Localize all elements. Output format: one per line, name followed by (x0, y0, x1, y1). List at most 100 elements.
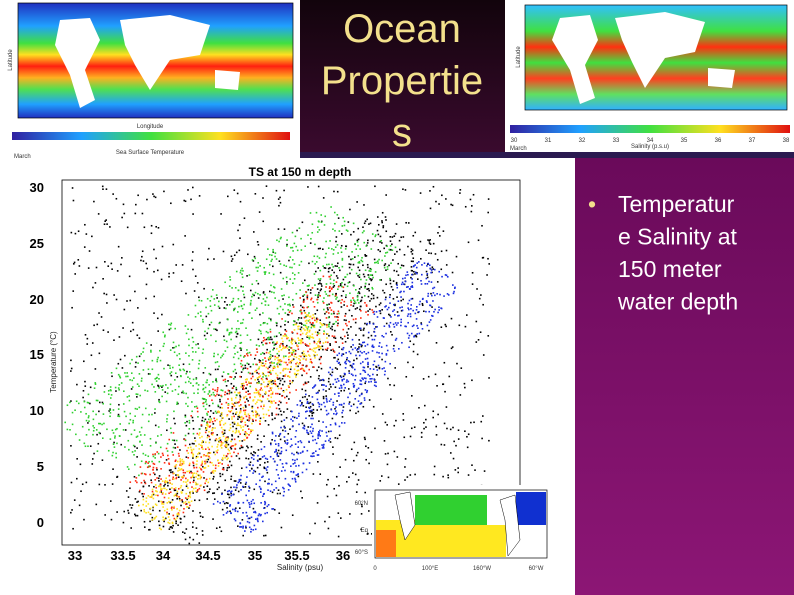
scatter-dot (284, 328, 287, 331)
scatter-dot (400, 283, 403, 286)
scatter-dot (326, 413, 328, 416)
scatter-dot (247, 381, 250, 383)
scatter-dot (265, 392, 267, 395)
scatter-dot (354, 308, 357, 310)
scatter-dot (264, 293, 266, 296)
scatter-dot (296, 473, 299, 476)
scatter-dot (234, 402, 236, 404)
scatter-dot (259, 313, 261, 316)
scatter-dot (228, 333, 230, 336)
scatter-dot (284, 396, 286, 399)
scatter-dot (327, 270, 330, 273)
scatter-dot (256, 401, 258, 404)
scatter-dot (266, 471, 269, 474)
scatter-dot (248, 351, 251, 354)
scatter-dot (350, 326, 352, 328)
scatter-dot (258, 211, 261, 213)
scatter-dot (213, 352, 216, 355)
scatter-dot (394, 232, 397, 235)
scatter-dot (213, 394, 215, 396)
scatter-dot (91, 342, 94, 344)
scatter-dot (245, 494, 247, 497)
scatter-dot (176, 490, 179, 493)
scatter-dot (157, 330, 159, 332)
scatter-dot (285, 395, 288, 398)
scatter-dot (363, 295, 366, 297)
scatter-dot (234, 431, 237, 434)
scatter-dot (229, 512, 232, 514)
scatter-dot (195, 382, 198, 385)
scatter-dot (427, 292, 430, 295)
scatter-dot (244, 431, 247, 433)
scatter-dot (284, 347, 286, 349)
scatter-dot (271, 412, 273, 415)
y-tick-label: 5 (37, 459, 44, 474)
scatter-dot (363, 366, 366, 369)
scatter-dot (303, 279, 306, 282)
scatter-dot (202, 398, 205, 400)
scatter-dot (359, 350, 362, 353)
scatter-dot (93, 426, 96, 429)
scatter-dot (279, 263, 282, 265)
scatter-dot (152, 472, 155, 474)
scatter-dot (276, 385, 279, 388)
scatter-dot (211, 420, 214, 423)
scatter-dot (223, 301, 226, 303)
scatter-dot (324, 290, 327, 293)
scatter-dot (81, 483, 84, 486)
scatter-dot (279, 432, 282, 435)
scatter-dot (219, 472, 221, 475)
scatter-dot (445, 264, 448, 266)
scatter-dot (318, 375, 320, 377)
scatter-dot (401, 277, 404, 280)
scatter-dot (289, 266, 291, 269)
scatter-dot (369, 270, 372, 272)
scatter-dot (280, 387, 283, 390)
scatter-dot (317, 267, 320, 269)
scatter-dot (397, 262, 400, 265)
scatter-dot (363, 351, 366, 353)
scatter-dot (112, 468, 114, 470)
scatter-dot (122, 327, 124, 329)
scatter-dot (275, 392, 277, 395)
scatter-dot (364, 438, 366, 441)
x-tick-label: 33 (68, 548, 82, 563)
scatter-dot (292, 298, 294, 301)
scatter-dot (64, 421, 67, 424)
scatter-dot (402, 419, 405, 421)
scatter-dot (188, 462, 191, 465)
scatter-dot (192, 251, 194, 253)
scatter-dot (192, 378, 195, 381)
scatter-dot (134, 212, 137, 215)
scatter-dot (159, 359, 162, 362)
scatter-dot (295, 362, 297, 365)
scatter-dot (325, 399, 328, 401)
scatter-dot (179, 369, 182, 372)
scatter-dot (273, 344, 276, 346)
scatter-dot (284, 303, 286, 305)
scatter-dot (358, 291, 360, 293)
scatter-dot (252, 260, 255, 262)
scatter-dot (395, 324, 398, 326)
scatter-dot (443, 422, 446, 425)
scatter-dot (345, 362, 347, 365)
scatter-dot (189, 496, 192, 499)
scatter-dot (235, 386, 237, 389)
scatter-dot (290, 246, 292, 249)
scatter-dot (154, 457, 156, 459)
scatter-dot (214, 439, 217, 442)
scatter-dot (191, 490, 194, 493)
scatter-dot (155, 490, 157, 492)
scatter-dot (309, 335, 311, 337)
scatter-dot (252, 529, 255, 531)
scatter-dot (262, 381, 265, 383)
scatter-dot (220, 395, 223, 398)
scatter-dot (242, 290, 244, 292)
scatter-dot (440, 326, 443, 328)
scatter-dot (293, 273, 296, 276)
scatter-dot (319, 362, 322, 365)
scatter-dot (191, 486, 193, 488)
scatter-dot (226, 304, 228, 306)
scatter-dot (321, 447, 324, 449)
scatter-dot (240, 347, 243, 350)
